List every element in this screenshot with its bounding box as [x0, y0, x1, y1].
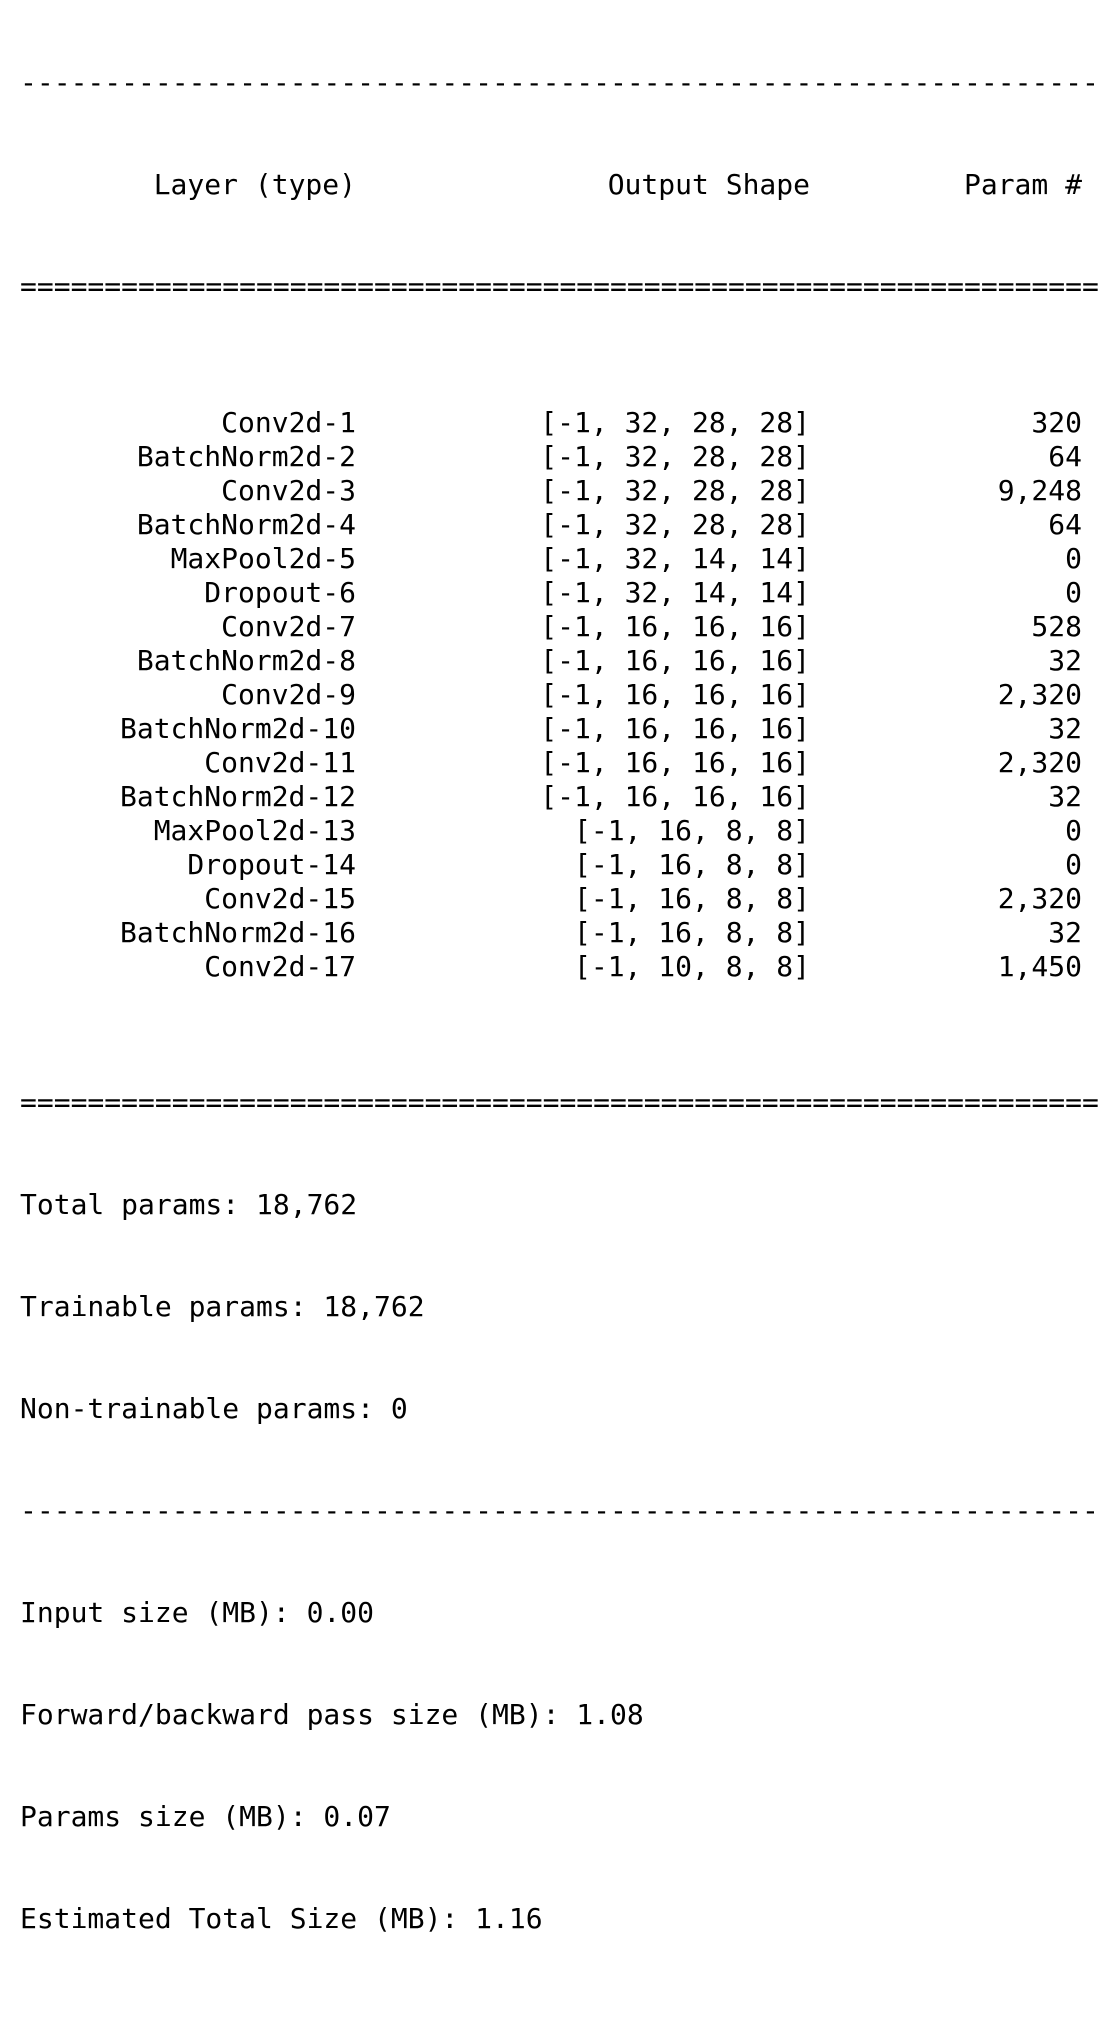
layer-name: BatchNorm2d-4: [136, 508, 356, 541]
layer-name: Dropout-6: [204, 576, 356, 609]
equal-rule-header: ========================================…: [20, 270, 1099, 303]
header-layer: Layer (type): [153, 168, 356, 201]
param-count: 2,320: [997, 678, 1082, 711]
output-shape: [-1, 16, 16, 16]: [540, 746, 810, 779]
layer-name: BatchNorm2d-8: [136, 644, 356, 677]
param-count: 528: [1031, 610, 1082, 643]
output-shape: [-1, 10, 8, 8]: [573, 950, 810, 983]
table-row: Conv2d-9 [-1, 16, 16, 16] 2,320: [20, 678, 1099, 712]
param-count: 0: [1065, 848, 1082, 881]
param-count: 2,320: [997, 882, 1082, 915]
output-shape: [-1, 32, 28, 28]: [540, 440, 810, 473]
output-shape: [-1, 16, 16, 16]: [540, 712, 810, 745]
table-row: BatchNorm2d-2 [-1, 32, 28, 28] 64: [20, 440, 1099, 474]
dash-rule-middle: ----------------------------------------…: [20, 1494, 1099, 1527]
param-count: 32: [1048, 712, 1082, 745]
non-trainable-params: Non-trainable params: 0: [20, 1392, 408, 1425]
header-param: Param #: [963, 168, 1082, 201]
table-row: Conv2d-3 [-1, 32, 28, 28] 9,248: [20, 474, 1099, 508]
layer-name: Dropout-14: [187, 848, 356, 881]
input-size: Input size (MB): 0.00: [20, 1596, 375, 1629]
model-summary-output: ----------------------------------------…: [20, 0, 1099, 2020]
dash-rule-top: ----------------------------------------…: [20, 66, 1099, 99]
param-count: 64: [1048, 508, 1082, 541]
table-row: Dropout-14 [-1, 16, 8, 8] 0: [20, 848, 1099, 882]
layer-name: BatchNorm2d-16: [119, 916, 356, 949]
output-shape: [-1, 16, 8, 8]: [573, 814, 810, 847]
output-shape: [-1, 16, 16, 16]: [540, 610, 810, 643]
table-row: BatchNorm2d-8 [-1, 16, 16, 16] 32: [20, 644, 1099, 678]
layer-name: Conv2d-17: [204, 950, 356, 983]
param-count: 32: [1048, 916, 1082, 949]
layer-name: Conv2d-15: [204, 882, 356, 915]
param-count: 0: [1065, 576, 1082, 609]
param-count: 0: [1065, 542, 1082, 575]
param-count: 1,450: [997, 950, 1082, 983]
param-count: 64: [1048, 440, 1082, 473]
layer-name: Conv2d-11: [204, 746, 356, 779]
layer-name: Conv2d-1: [221, 406, 356, 439]
equal-rule-footer: ========================================…: [20, 1086, 1099, 1119]
output-shape: [-1, 32, 28, 28]: [540, 508, 810, 541]
output-shape: [-1, 32, 28, 28]: [540, 406, 810, 439]
output-shape: [-1, 16, 16, 16]: [540, 678, 810, 711]
param-count: 2,320: [997, 746, 1082, 779]
table-row: MaxPool2d-5 [-1, 32, 14, 14] 0: [20, 542, 1099, 576]
table-row: Conv2d-7 [-1, 16, 16, 16] 528: [20, 610, 1099, 644]
params-size: Params size (MB): 0.07: [20, 1800, 391, 1833]
output-shape: [-1, 16, 8, 8]: [573, 848, 810, 881]
layer-name: BatchNorm2d-10: [119, 712, 356, 745]
output-shape: [-1, 16, 16, 16]: [540, 780, 810, 813]
trainable-params: Trainable params: 18,762: [20, 1290, 425, 1323]
layer-name: MaxPool2d-13: [153, 814, 356, 847]
table-row: Conv2d-15 [-1, 16, 8, 8] 2,320: [20, 882, 1099, 916]
table-row: Conv2d-1 [-1, 32, 28, 28] 320: [20, 406, 1099, 440]
layer-table-body: Conv2d-1 [-1, 32, 28, 28] 320 BatchNorm2d-2…: [20, 406, 1099, 984]
param-count: 32: [1048, 780, 1082, 813]
output-shape: [-1, 32, 14, 14]: [540, 576, 810, 609]
table-row: BatchNorm2d-10 [-1, 16, 16, 16] 32: [20, 712, 1099, 746]
table-row: Conv2d-17 [-1, 10, 8, 8] 1,450: [20, 950, 1099, 984]
table-row: Dropout-6 [-1, 32, 14, 14] 0: [20, 576, 1099, 610]
header-row: Layer (type) Output Shape Param #: [20, 168, 1099, 202]
layer-name: BatchNorm2d-12: [119, 780, 356, 813]
header-shape: Output Shape: [607, 168, 810, 201]
table-row: BatchNorm2d-16 [-1, 16, 8, 8] 32: [20, 916, 1099, 950]
param-count: 32: [1048, 644, 1082, 677]
layer-name: Conv2d-9: [221, 678, 356, 711]
output-shape: [-1, 16, 16, 16]: [540, 644, 810, 677]
forward-backward-size: Forward/backward pass size (MB): 1.08: [20, 1698, 644, 1731]
param-count: 320: [1031, 406, 1082, 439]
param-count: 0: [1065, 814, 1082, 847]
output-shape: [-1, 32, 14, 14]: [540, 542, 810, 575]
layer-name: Conv2d-3: [221, 474, 356, 507]
param-count: 9,248: [997, 474, 1082, 507]
table-row: BatchNorm2d-12 [-1, 16, 16, 16] 32: [20, 780, 1099, 814]
output-shape: [-1, 16, 8, 8]: [573, 882, 810, 915]
estimated-total-size: Estimated Total Size (MB): 1.16: [20, 1902, 543, 1935]
total-params: Total params: 18,762: [20, 1188, 358, 1221]
layer-name: BatchNorm2d-2: [136, 440, 356, 473]
table-row: Conv2d-11 [-1, 16, 16, 16] 2,320: [20, 746, 1099, 780]
output-shape: [-1, 32, 28, 28]: [540, 474, 810, 507]
layer-name: Conv2d-7: [221, 610, 356, 643]
dash-rule-bottom: ----------------------------------------…: [20, 2004, 1099, 2020]
table-row: BatchNorm2d-4 [-1, 32, 28, 28] 64: [20, 508, 1099, 542]
table-row: MaxPool2d-13 [-1, 16, 8, 8] 0: [20, 814, 1099, 848]
output-shape: [-1, 16, 8, 8]: [573, 916, 810, 949]
layer-name: MaxPool2d-5: [170, 542, 356, 575]
